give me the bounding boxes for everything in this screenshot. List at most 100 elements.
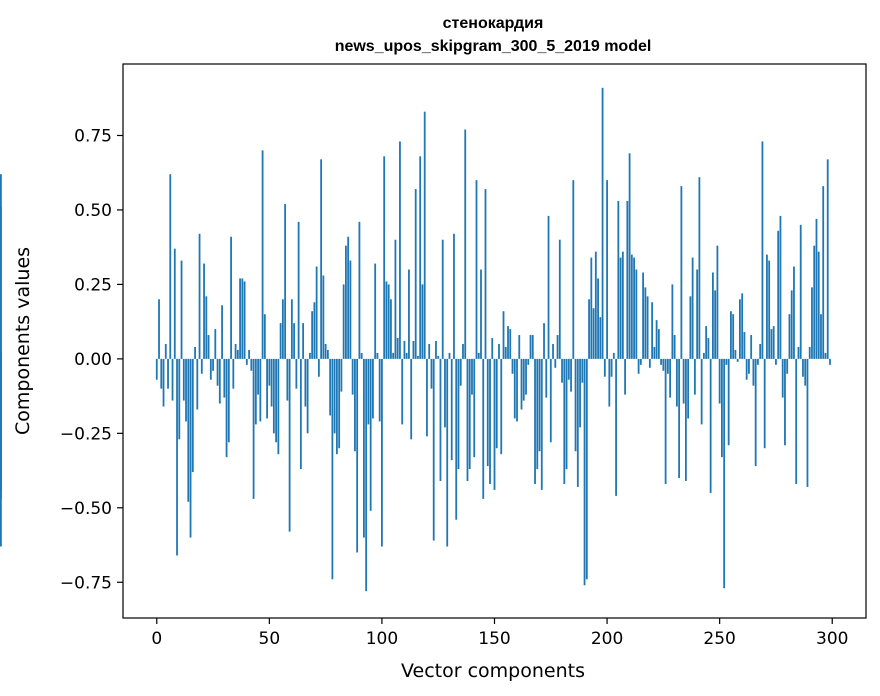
bar-53 [275,358,277,443]
bar-207 [621,251,624,359]
bar-51 [270,358,273,407]
bar-105 [392,352,395,359]
bar-130 [448,352,451,359]
bar-3 [162,358,165,407]
bar-70 [313,302,316,359]
bar-112 [408,269,410,359]
bar-31 [225,358,228,458]
bar-235 [684,358,687,481]
bar-83 [342,284,345,359]
bar-280 [786,358,789,374]
bar-35 [234,343,237,359]
bar-220 [651,302,654,359]
bar-81 [338,358,341,449]
bar-8 [173,248,176,359]
bar-176 [552,343,554,359]
bar-139 [468,358,471,470]
bar-153 [500,358,503,455]
bar-125 [437,355,440,359]
bar-186 [574,358,577,452]
bar-298 [826,159,829,359]
bar-161 [518,335,521,359]
bar-93 [365,358,368,592]
bar-123 [432,358,435,541]
bar-2 [160,358,163,389]
bar-11 [180,260,183,359]
bar-249 [716,245,719,359]
bar-141 [473,358,476,458]
bar-232 [678,358,681,479]
bar-61 [293,323,296,359]
y-axis-label: Components values [12,247,34,435]
bar-267 [757,358,759,365]
bar-5 [167,358,169,389]
bar-185 [572,180,575,359]
x-tick-label: 50 [259,629,281,649]
bar-259 [739,299,741,359]
bar-23 [207,335,210,359]
bar-292 [813,245,816,359]
bar-296 [822,186,825,359]
bar-151 [495,358,498,449]
bar-216 [642,272,644,359]
bar-175 [549,358,552,443]
bar-96 [372,358,374,419]
bar-290 [808,346,811,359]
bar-55 [279,323,282,359]
bar-115 [414,189,417,359]
bar-278 [781,358,784,398]
bar-41 [248,349,250,359]
bar-255 [730,311,732,359]
bar-25 [212,358,214,371]
bar-12 [182,358,185,401]
bar-133 [455,358,458,520]
bar-206 [619,257,622,359]
bar-116 [417,355,419,359]
bar-275 [775,358,777,365]
bar-202 [610,358,613,377]
bar-245 [707,338,710,359]
bar-237 [689,296,692,359]
bar-111 [405,352,408,359]
bar-246 [709,358,712,493]
bar-undefined [0,206,2,359]
bar-19 [198,233,201,359]
bar-132 [453,233,455,359]
bar-85 [347,236,350,359]
bar-192 [588,299,590,359]
bar-247 [712,272,714,359]
bar-189 [581,358,584,383]
bar-170 [538,358,541,452]
bar-283 [793,266,795,359]
bar-219 [648,358,651,368]
bar-114 [412,341,415,359]
bar-215 [639,358,642,365]
bar-261 [743,332,746,359]
bar-273 [770,329,773,359]
bar-128 [444,358,446,428]
bar-124 [435,341,437,359]
bar-287 [802,358,804,377]
bar-140 [471,358,473,395]
bar-252 [723,358,726,589]
bar-188 [579,358,581,428]
bar-198 [601,87,604,359]
bar-38 [241,278,244,359]
bar-158 [511,358,514,374]
bar-49 [266,358,268,419]
bar-236 [687,358,690,419]
bar-299 [829,358,831,365]
bar-10 [178,358,181,440]
bar-152 [498,343,500,359]
bar-294 [817,251,820,359]
bar-257 [734,349,737,359]
bar-225 [662,358,665,371]
bar-18 [196,358,199,410]
bar-191 [585,358,588,580]
bar-106 [394,239,397,359]
bar-60 [290,299,293,359]
bar-120 [426,358,428,437]
bar-289 [806,358,809,487]
bar-45 [257,358,259,395]
